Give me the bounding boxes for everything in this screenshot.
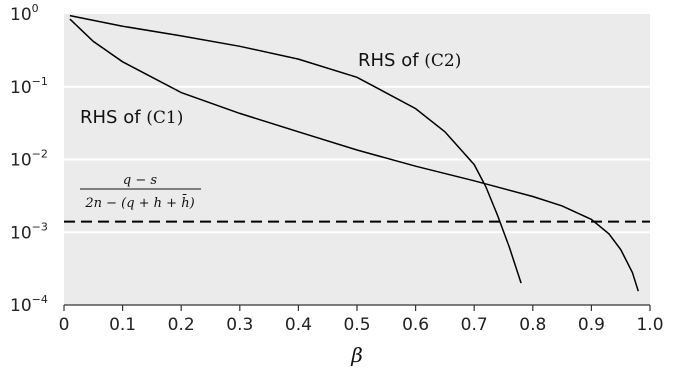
series-line-2 (69, 14, 522, 284)
annotation-c1-ref: (C1) (146, 108, 183, 128)
svg-text:RHS of (C2): RHS of (C2) (358, 50, 461, 71)
grid-lines (64, 85, 650, 234)
x-tick-label: 0.3 (226, 315, 253, 335)
svg-text:RHS of (C1): RHS of (C1) (80, 107, 183, 128)
x-tick-label: 0.8 (519, 315, 546, 335)
tick-labels: 0 0.1 0.2 0.3 0.4 0.5 0.6 0.7 0.8 0.9 1.0 100 10−1 10… (10, 2, 664, 335)
fraction-numerator: q − s (123, 173, 157, 188)
annotation-c2: RHS of (C2) (358, 50, 461, 71)
x-tick-label: 0.6 (402, 315, 429, 335)
y-tick-label: 10−3 (10, 220, 48, 243)
annotation-c1: RHS of (C1) (80, 107, 183, 128)
x-tick-label: 1.0 (636, 315, 663, 335)
x-tick-label: 0.7 (461, 315, 488, 335)
annotation-threshold-fraction: q − s 2n − (q + h + h̄) (80, 173, 201, 211)
annotation-c2-prefix: RHS of (358, 50, 424, 71)
fraction-denominator: 2n − (q + h + h̄) (84, 194, 194, 211)
x-tick-label: 0.4 (285, 315, 312, 335)
x-tick-label: 0.2 (168, 315, 195, 335)
y-tick-label: 10−1 (10, 75, 48, 98)
x-axis-label: β (350, 343, 363, 367)
x-tick-label: 0.5 (343, 315, 370, 335)
y-tick-label: 10−4 (10, 293, 48, 316)
annotation-c1-prefix: RHS of (80, 107, 146, 128)
annotation-c2-ref: (C2) (424, 51, 461, 71)
series-lines (64, 14, 650, 292)
y-tick-label: 10−2 (10, 148, 48, 171)
series-line-1 (69, 18, 640, 292)
axes (63, 304, 651, 311)
y-tick-label: 100 (10, 2, 39, 25)
x-tick-label: 0.1 (109, 315, 136, 335)
x-tick-label: 0 (59, 315, 70, 335)
x-tick-label: 0.9 (578, 315, 605, 335)
